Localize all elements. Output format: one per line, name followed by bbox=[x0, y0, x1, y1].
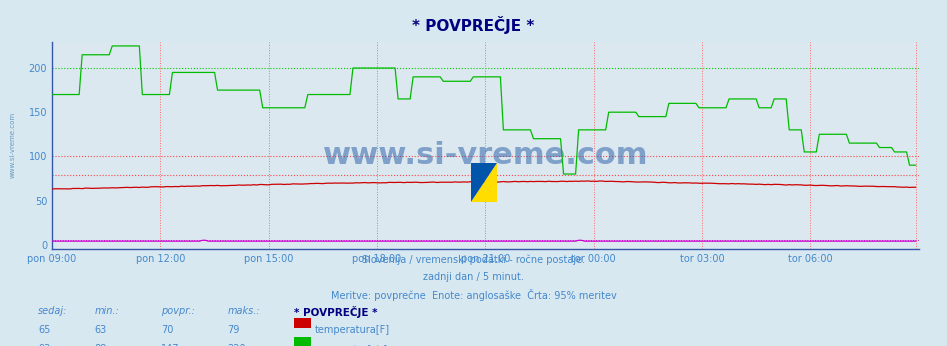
Text: Slovenija / vremenski podatki - ročne postaje.: Slovenija / vremenski podatki - ročne po… bbox=[362, 254, 585, 265]
Text: www.si-vreme.com: www.si-vreme.com bbox=[323, 141, 648, 170]
Text: smer vetra[st.]: smer vetra[st.] bbox=[314, 344, 387, 346]
Text: zadnji dan / 5 minut.: zadnji dan / 5 minut. bbox=[423, 272, 524, 282]
Text: povpr.:: povpr.: bbox=[161, 306, 195, 316]
Text: 88: 88 bbox=[95, 344, 107, 346]
Text: * POVPREČJE *: * POVPREČJE * bbox=[412, 16, 535, 34]
Text: min.:: min.: bbox=[95, 306, 119, 316]
Text: 93: 93 bbox=[38, 344, 50, 346]
Text: www.si-vreme.com: www.si-vreme.com bbox=[10, 112, 16, 179]
Polygon shape bbox=[471, 163, 497, 202]
Text: sedaj:: sedaj: bbox=[38, 306, 67, 316]
Text: 63: 63 bbox=[95, 325, 107, 335]
Text: Meritve: povprečne  Enote: anglosaške  Črta: 95% meritev: Meritve: povprečne Enote: anglosaške Črt… bbox=[331, 289, 616, 301]
Text: * POVPREČJE *: * POVPREČJE * bbox=[294, 306, 377, 318]
Text: 147: 147 bbox=[161, 344, 180, 346]
Text: maks.:: maks.: bbox=[227, 306, 259, 316]
Text: 79: 79 bbox=[227, 325, 240, 335]
Text: temperatura[F]: temperatura[F] bbox=[314, 325, 389, 335]
Polygon shape bbox=[471, 163, 497, 202]
Text: 65: 65 bbox=[38, 325, 50, 335]
Text: 220: 220 bbox=[227, 344, 246, 346]
Text: 70: 70 bbox=[161, 325, 173, 335]
